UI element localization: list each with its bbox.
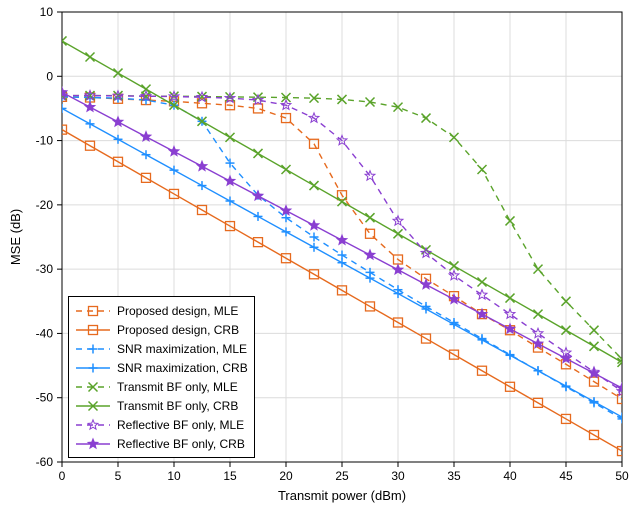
svg-text:0: 0 bbox=[59, 469, 66, 483]
legend-row-0: Proposed design, MLE bbox=[75, 301, 248, 320]
svg-text:10: 10 bbox=[167, 469, 181, 483]
svg-text:50: 50 bbox=[615, 469, 629, 483]
svg-text:-50: -50 bbox=[36, 391, 54, 405]
svg-text:-40: -40 bbox=[36, 326, 54, 340]
legend-label: Transmit BF only, CRB bbox=[117, 399, 238, 413]
legend-label: Transmit BF only, MLE bbox=[117, 380, 238, 394]
legend-label: SNR maximization, MLE bbox=[117, 342, 247, 356]
y-axis-label: MSE (dB) bbox=[8, 209, 23, 265]
mse-vs-power-chart: 0 5 10 15 20 25 30 35 40 45 50 -60 -50 -40 -30 -20 -10 0 1… bbox=[0, 0, 640, 512]
legend: Proposed design, MLE Proposed design, CRB… bbox=[68, 296, 255, 458]
legend-row-6: Reflective BF only, MLE bbox=[75, 415, 248, 434]
legend-row-4: Transmit BF only, MLE bbox=[75, 377, 248, 396]
legend-row-2: SNR maximization, MLE bbox=[75, 339, 248, 358]
svg-text:15: 15 bbox=[223, 469, 237, 483]
svg-text:20: 20 bbox=[279, 469, 293, 483]
svg-text:30: 30 bbox=[391, 469, 405, 483]
x-axis-label: Transmit power (dBm) bbox=[278, 488, 406, 503]
legend-label: Reflective BF only, CRB bbox=[117, 437, 245, 451]
svg-text:-20: -20 bbox=[36, 198, 54, 212]
svg-text:10: 10 bbox=[40, 5, 54, 19]
legend-row-5: Transmit BF only, CRB bbox=[75, 396, 248, 415]
svg-text:0: 0 bbox=[46, 69, 53, 83]
legend-label: Proposed design, CRB bbox=[117, 323, 239, 337]
svg-text:35: 35 bbox=[447, 469, 461, 483]
legend-row-1: Proposed design, CRB bbox=[75, 320, 248, 339]
legend-row-7: Reflective BF only, CRB bbox=[75, 434, 248, 453]
svg-text:-10: -10 bbox=[36, 134, 54, 148]
svg-text:-60: -60 bbox=[36, 455, 54, 469]
svg-text:5: 5 bbox=[115, 469, 122, 483]
svg-text:45: 45 bbox=[559, 469, 573, 483]
legend-label: SNR maximization, CRB bbox=[117, 361, 248, 375]
legend-row-3: SNR maximization, CRB bbox=[75, 358, 248, 377]
svg-text:-30: -30 bbox=[36, 262, 54, 276]
svg-text:25: 25 bbox=[335, 469, 349, 483]
legend-label: Proposed design, MLE bbox=[117, 304, 238, 318]
legend-label: Reflective BF only, MLE bbox=[117, 418, 244, 432]
svg-text:40: 40 bbox=[503, 469, 517, 483]
